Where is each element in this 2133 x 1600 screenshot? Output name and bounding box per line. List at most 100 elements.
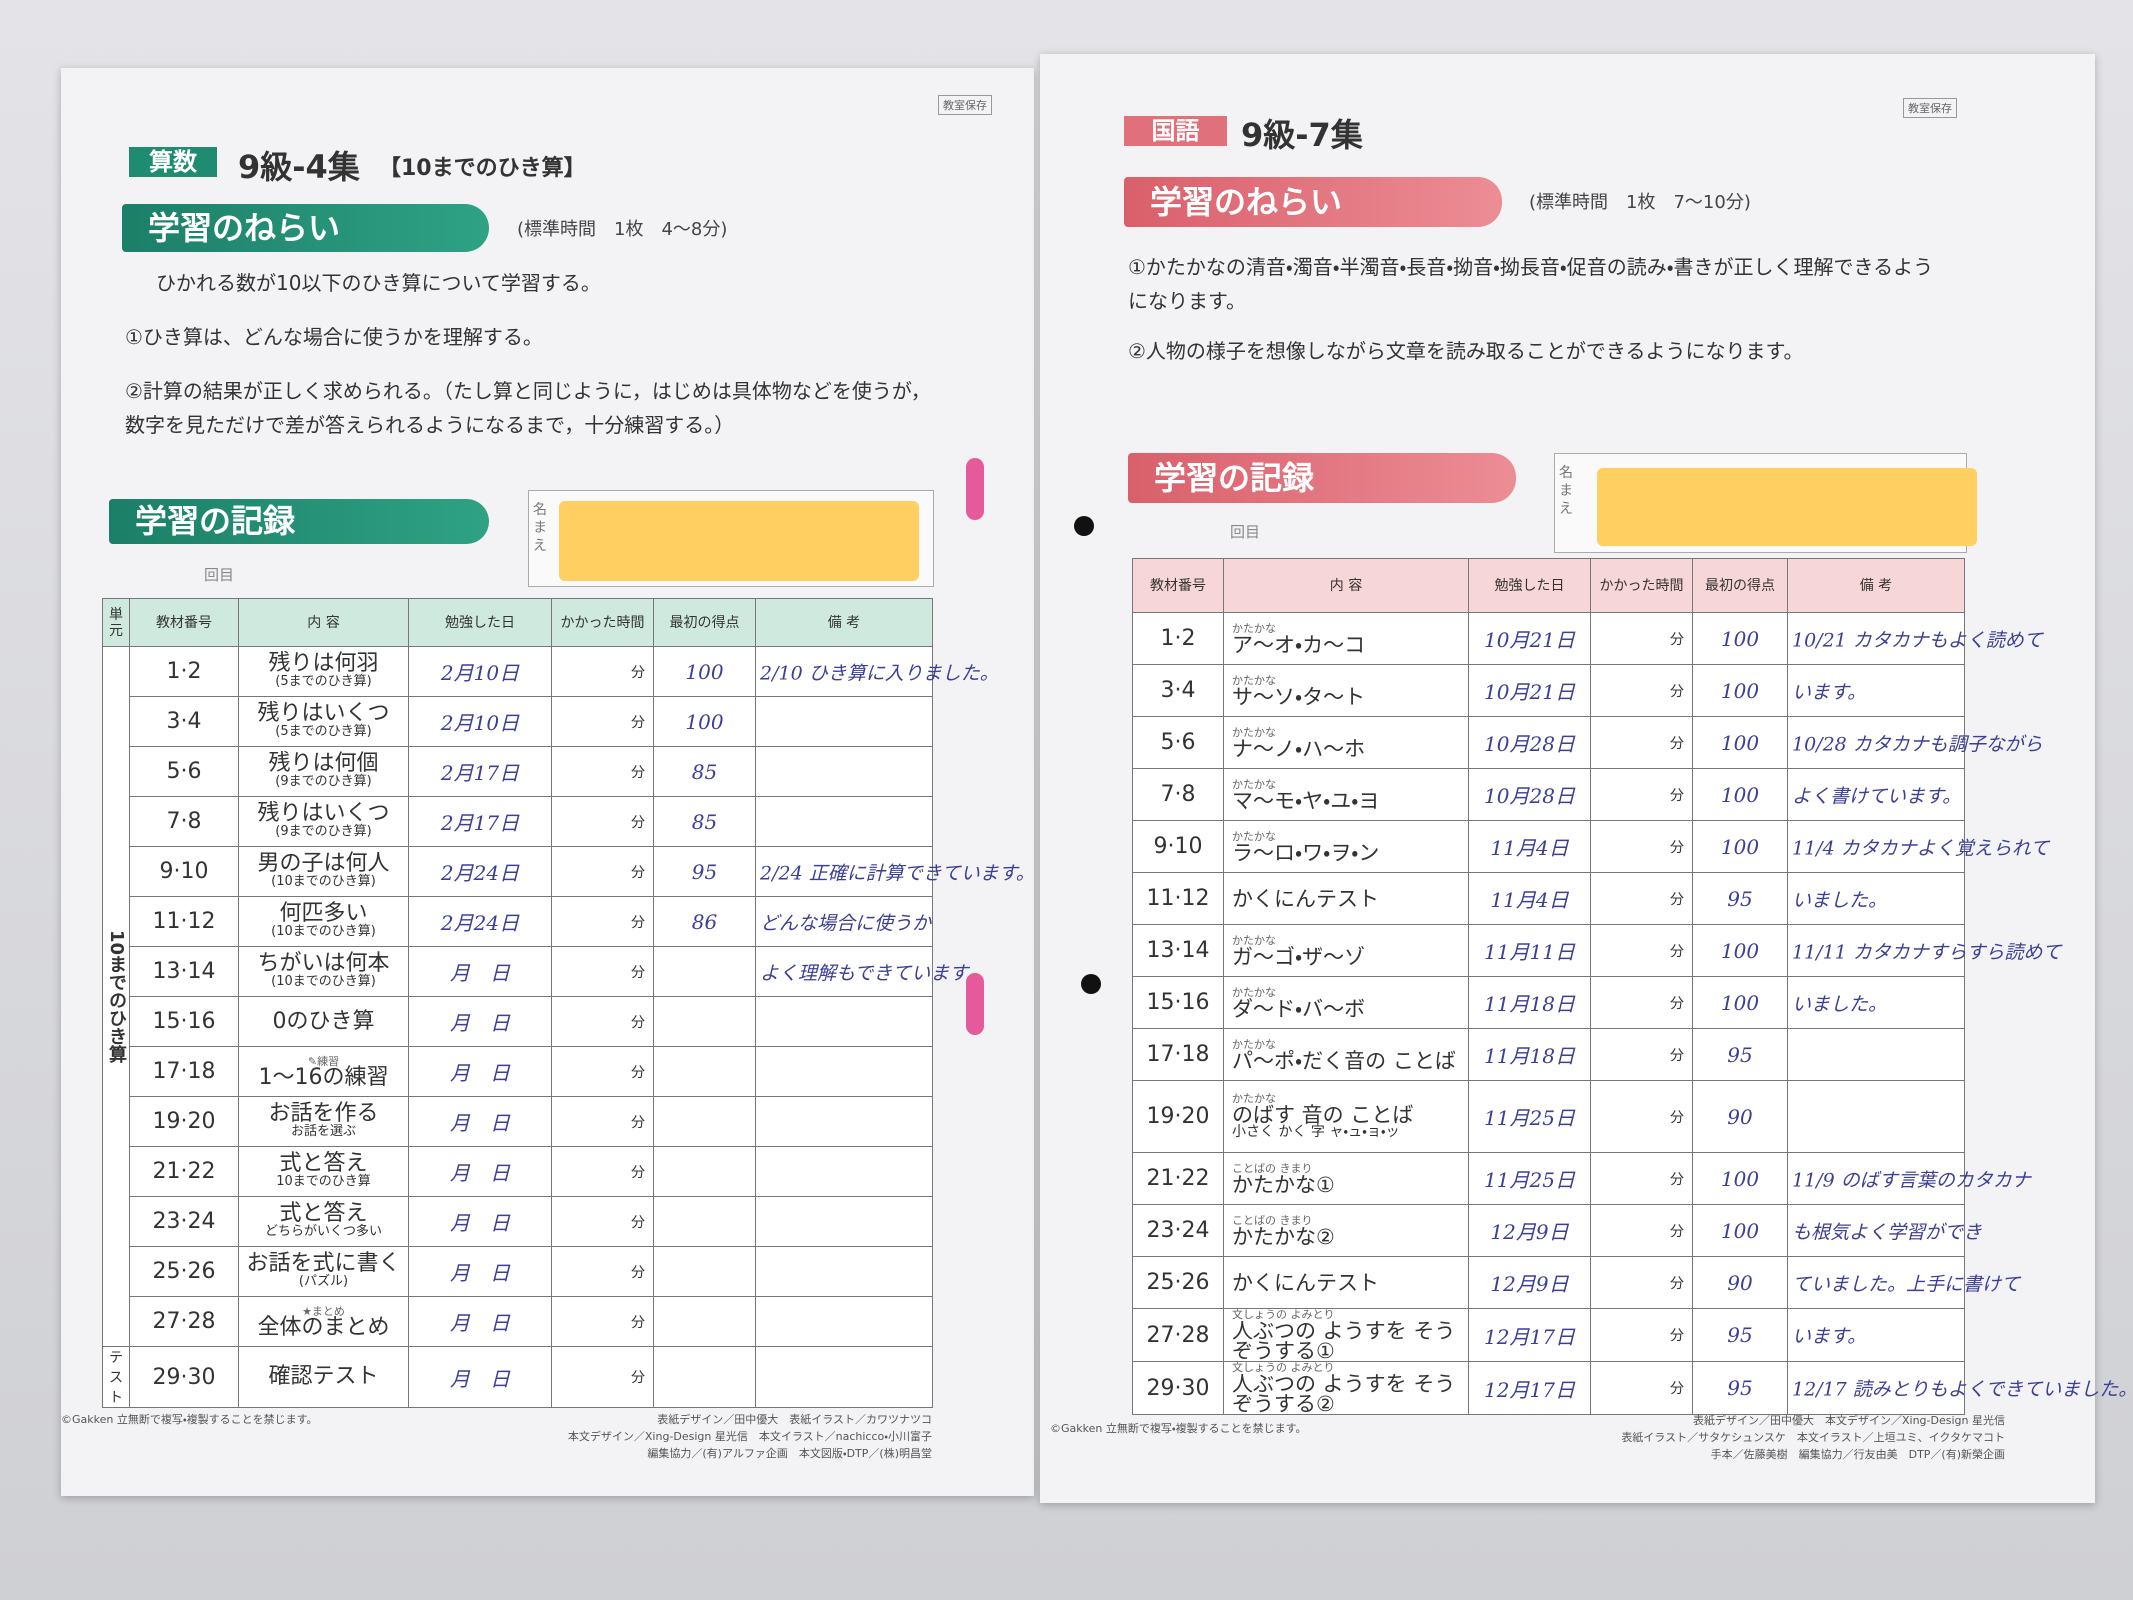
column-header: 単元 (102, 598, 130, 647)
first-score: 100 (1692, 716, 1788, 769)
column-header: 最初の得点 (1692, 558, 1788, 613)
record-row: 9·10 男の子は何人 (10までのひき算) 2月24日分 95 2/24 正確に計算でき… (103, 846, 1035, 897)
column-header: 備 考 (1787, 558, 1965, 613)
lesson-number: 19·20 (1132, 1080, 1224, 1153)
copyright: ©Gakken 立無断で複写・複製することを禁じます。 (1050, 1422, 1307, 1435)
lesson-content: かたかな ア～オ・カ～コ (1223, 612, 1469, 665)
stamp: 教室保存 (938, 95, 992, 115)
remark-text: 11/4 カタカナよく覚えられて (1792, 837, 2050, 859)
first-score (653, 1046, 756, 1097)
record-row: 21·22 ことばの きまり かたかな① 11月25日分 100 11/9 のばす言葉のカ… (1132, 1152, 2031, 1205)
date-text: 月 日 (450, 1311, 510, 1335)
first-score: 100 (1692, 1152, 1788, 1205)
record-row: 19·20 かたかな のばす 音の ことば 小さく かく 字 ャ・ュ・ョ・ッ 11月25… (1132, 1080, 1965, 1153)
date-text: 月 日 (450, 1161, 510, 1185)
date-text: 12月9日 (1490, 1220, 1569, 1244)
aim-text: ①ひき算は、どんな場合に使うかを理解する。 (125, 325, 543, 349)
content-title: サ～ソ・タ～ト (1232, 684, 1366, 709)
first-score: 95 (1692, 872, 1788, 925)
lesson-content: かくにんテスト (1223, 1256, 1469, 1309)
remark-text: よく理解もできています。 (760, 962, 986, 984)
study-date: 12月9日 (1468, 1256, 1591, 1309)
remarks: 11/4 カタカナよく覚えられて (1787, 820, 2049, 873)
date-text: 12月17日 (1484, 1377, 1575, 1402)
content-title: 人ぶつの ようすを そうぞうする① (1232, 1319, 1456, 1363)
study-date: 10月28日 (1468, 716, 1591, 769)
lesson-number: 5·6 (1132, 716, 1224, 769)
aim-time: (標準時間 1枚 4～8分) (517, 219, 728, 240)
remarks (755, 1046, 933, 1097)
time-spent: 分 (1590, 1028, 1693, 1081)
lesson-number: 21·22 (129, 1146, 239, 1197)
study-date: 12月9日 (1468, 1204, 1591, 1257)
lesson-number: 13·14 (1132, 924, 1224, 977)
first-score: 100 (1692, 664, 1788, 717)
study-date: 月 日 (408, 1246, 552, 1297)
record-table: 教材番号内 容勉強した日 かかった時間 最初の得点備 考 1·2 かたかな ア～オ・カ～コ… (1132, 558, 2133, 1415)
content-title: 残りはいくつ (257, 701, 390, 726)
remarks: 10/21 カタカナもよく読めて (1787, 612, 2043, 665)
content-sub: (10までのひき算) (271, 874, 376, 889)
time-spent: 分 (551, 746, 654, 797)
lesson-number: 7·8 (1132, 768, 1224, 821)
first-score (653, 996, 756, 1047)
aim-text: ひかれる数が10以下のひき算について学習する。 (156, 271, 601, 295)
sheet-title: 9級-7集 (1241, 116, 1363, 154)
content-tag: かたかな (1232, 1037, 1276, 1051)
content-tag: かたかな (1232, 673, 1276, 687)
aim-heading: 学習のねらい (122, 204, 489, 252)
lesson-number: 3·4 (129, 696, 239, 747)
record-row: 3·4 かたかな サ～ソ・タ～ト 10月21日分 100 います。 (1132, 664, 1965, 717)
remarks (1787, 1080, 1965, 1153)
count-label: 回目 (1230, 523, 1261, 541)
lesson-content: お話を式に書く (パズル) (238, 1246, 409, 1297)
remark-text: 10/21 カタカナもよく読めて (1792, 629, 2043, 651)
first-score: 100 (1692, 1204, 1788, 1257)
content-sub: (5までのひき算) (275, 674, 372, 689)
first-score (653, 1246, 756, 1297)
aim-text: ②人物の様子を想像しながら文章を読み取ることができるようになります。 (1128, 339, 1804, 363)
lesson-number: 1·2 (129, 646, 239, 697)
lesson-content: ✎練習 1～16の練習 (238, 1046, 409, 1097)
content-sub: (10までのひき算) (271, 924, 376, 939)
record-heading: 学習の記録 (109, 499, 489, 544)
score-text: 95 (1727, 1323, 1753, 1347)
unit-label: 10までのひき算 (102, 646, 130, 1347)
lesson-number: 3·4 (1132, 664, 1224, 717)
record-row: 15·16 0のひき算 月 日 分 (103, 996, 933, 1047)
content-tag: かたかな (1232, 829, 1276, 843)
remarks: 11/11 カタカナすらすら読めて (1787, 924, 2061, 977)
time-spent: 分 (1590, 820, 1693, 873)
first-score (653, 946, 756, 997)
record-row: 7·8 残りはいくつ (9までのひき算) 2月17日分 85 (103, 796, 933, 847)
date-text: 2月10日 (440, 661, 520, 685)
record-row: 1·2 かたかな ア～オ・カ～コ 10月21日分 100 10/21 カタカナもよく読めて (1132, 612, 2043, 665)
lesson-number: 27·28 (1132, 1308, 1224, 1362)
count-label: 回目 (204, 566, 235, 584)
record-row: 21·22 式と答え 10までのひき算月 日分 (103, 1146, 933, 1197)
aim-text: ①かたかなの清音・濁音・半濁音・長音・拗音・拗長音・促音の読み・書きが正しく理解… (1128, 255, 1934, 313)
stamp: 教室保存 (1903, 98, 1957, 118)
remarks (1787, 1028, 1965, 1081)
time-spent: 分 (1590, 1080, 1693, 1153)
time-spent: 分 (551, 1146, 654, 1197)
lesson-number: 9·10 (1132, 820, 1224, 873)
content-tag: 文しょうの よみとり (1232, 1361, 1335, 1374)
lesson-content: かたかな ガ～ゴ・ザ～ゾ (1223, 924, 1469, 977)
content-sub: お話を選ぶ (290, 1124, 356, 1139)
lesson-number: 23·24 (1132, 1204, 1224, 1257)
remark-text: いました。 (1792, 993, 1888, 1015)
record-row: 17·18 ✎練習 1～16の練習月 日分 (103, 1046, 933, 1097)
record-row: 5·6 残りは何個 (9までのひき算) 2月17日分 85 (103, 746, 933, 797)
lesson-content: 残りは何個 (9までのひき算) (238, 746, 409, 797)
content-title: ナ～ノ・ハ～ホ (1232, 736, 1366, 761)
lesson-content: 残りは何羽 (5までのひき算) (238, 646, 409, 697)
sticky-note (1597, 468, 1977, 546)
record-row: 13·14 かたかな ガ～ゴ・ザ～ゾ 11月11日分 100 11/11 カタカナすらすら… (1132, 924, 2061, 977)
record-heading: 学習の記録 (1128, 453, 1516, 503)
first-score (653, 1096, 756, 1147)
credit-line: 表紙デザイン／田中優大 本文デザイン／Xing-Design 星光信 (1693, 1414, 2005, 1427)
date-text: 10月28日 (1484, 784, 1575, 808)
lesson-content: 文しょうの よみとり 人ぶつの ようすを そうぞうする② (1223, 1361, 1469, 1415)
content-tag: ことばの きまり (1232, 1213, 1313, 1227)
